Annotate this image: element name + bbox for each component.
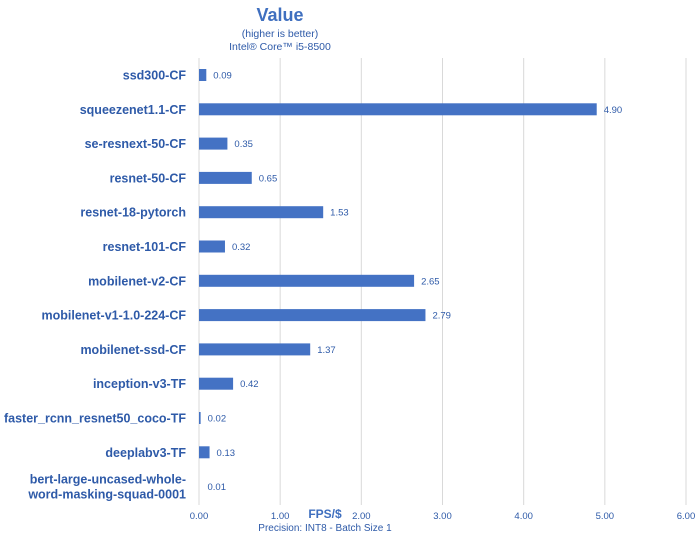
category-label: resnet-18-pytorch <box>80 206 186 220</box>
data-label: 0.35 <box>234 139 253 150</box>
data-label: 0.02 <box>208 414 227 425</box>
data-label: 0.42 <box>240 379 259 390</box>
category-labels: ssd300-CF squeezenet1.1-CF se-resnext-50-C… <box>4 69 186 502</box>
bars <box>199 69 597 459</box>
x-tick-label: 5.00 <box>596 511 615 522</box>
chart-title: Value <box>256 5 303 25</box>
value-labels: 0.09 4.90 0.35 0.65 1.53 0.32 2.65 2.79 1.37 0.42… <box>208 71 623 494</box>
category-label: se-resnext-50-CF <box>85 137 187 151</box>
bar <box>199 103 597 116</box>
data-label: 0.13 <box>217 448 236 459</box>
x-axis-ticks: 0.00 1.00 2.00 3.00 4.00 5.00 6.00 <box>190 511 696 522</box>
bar <box>199 309 426 322</box>
data-label: 1.53 <box>330 208 349 219</box>
x-axis-label: FPS/$ <box>308 507 342 521</box>
x-tick-label: 1.00 <box>271 511 290 522</box>
bar <box>199 412 201 424</box>
x-tick-label: 6.00 <box>677 511 696 522</box>
chart-subtitle-line-1: (higher is better) <box>242 28 318 40</box>
data-label: 2.79 <box>432 311 451 322</box>
category-label: mobilenet-v2-CF <box>88 274 186 288</box>
category-label: squeezenet1.1-CF <box>80 103 187 117</box>
bar <box>199 206 324 219</box>
chart-footnote: Precision: INT8 - Batch Size 1 <box>258 523 392 534</box>
x-tick-label: 0.00 <box>190 511 209 522</box>
category-label: inception-v3-TF <box>93 377 186 391</box>
data-label: 0.09 <box>213 71 232 82</box>
bar <box>199 274 415 287</box>
x-tick-label: 2.00 <box>352 511 371 522</box>
bar <box>199 69 207 81</box>
category-label: faster_rcnn_resnet50_coco-TF <box>4 412 186 426</box>
category-label: resnet-50-CF <box>110 171 187 185</box>
bar <box>199 240 225 253</box>
category-label: deeplabv3-TF <box>105 446 186 460</box>
data-label: 4.90 <box>604 105 623 116</box>
data-label: 1.37 <box>317 345 336 356</box>
x-tick-label: 4.00 <box>514 511 533 522</box>
category-label: bert-large-uncased-whole-word-masking-sq… <box>27 473 186 502</box>
data-label: 0.32 <box>232 242 251 253</box>
bar <box>199 343 311 356</box>
data-label: 2.65 <box>421 276 440 287</box>
category-label: mobilenet-ssd-CF <box>80 343 186 357</box>
bar <box>199 137 228 150</box>
chart-subtitle-line-2: Intel® Core™ i5-8500 <box>229 41 331 53</box>
category-label: ssd300-CF <box>123 69 187 83</box>
data-label: 0.01 <box>208 482 227 493</box>
x-tick-label: 3.00 <box>433 511 452 522</box>
bar <box>199 377 234 390</box>
data-label: 0.65 <box>259 173 278 184</box>
category-label: resnet-101-CF <box>103 240 187 254</box>
bar <box>199 171 252 184</box>
bar <box>199 446 210 459</box>
category-label: mobilenet-v1-1.0-224-CF <box>42 309 187 323</box>
